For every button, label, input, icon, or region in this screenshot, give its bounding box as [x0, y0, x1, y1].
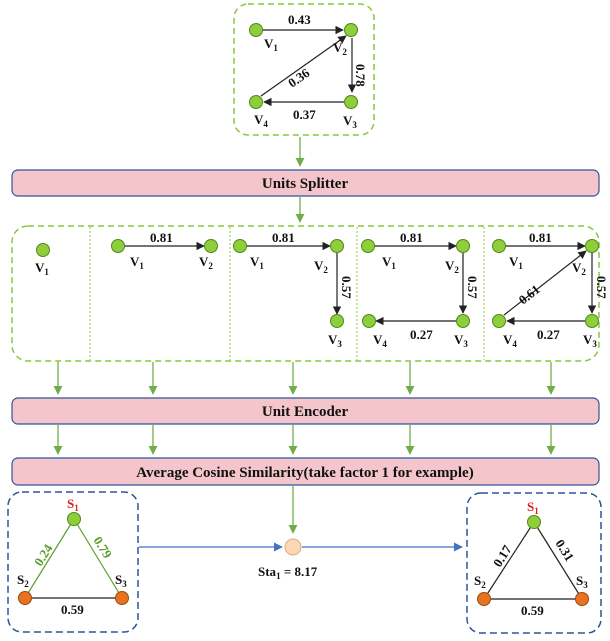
units-splitter-label: Units Splitter [262, 176, 349, 192]
edge-s1-s3 [533, 521, 583, 600]
node-label-v1: V1 [35, 260, 49, 277]
node-label-v1: V1 [264, 36, 278, 53]
weight-label: 0.36 [285, 65, 313, 91]
node-v4 [249, 95, 263, 109]
node-label-v2: V2 [199, 254, 213, 271]
weight-label: 0.81 [529, 230, 552, 245]
node-v4 [492, 314, 506, 328]
unit-1: V1 [35, 243, 50, 277]
unit-3: V1 V2 V3 0.81 0.57 [233, 230, 354, 349]
node-v2 [585, 239, 599, 253]
weight-label: 0.79 [90, 534, 115, 562]
node-s2 [18, 591, 32, 605]
units-panel: V1 V1 V2 0.81 V1 V2 V3 0.81 0.57 [11, 225, 609, 362]
units-panel-frame [11, 225, 600, 362]
weight-label: 0.81 [150, 230, 173, 245]
unit-4: V1 V2 V3 V4 0.81 0.57 0.27 [361, 230, 480, 349]
edge-s1-s3 [73, 518, 123, 599]
node-s2 [477, 592, 491, 606]
weight-label: 0.27 [410, 327, 433, 342]
unit-encoder-label: Unit Encoder [262, 404, 349, 420]
unit-encoder-bar [11, 397, 600, 425]
node-label-v3: V3 [328, 332, 342, 349]
node-v1 [361, 239, 375, 253]
weight-label: 0.17 [490, 542, 515, 570]
node-v1 [492, 239, 506, 253]
units-splitter-bar [11, 169, 600, 197]
node-label-s2: S2 [474, 573, 486, 590]
node-label-v1: V1 [509, 254, 523, 271]
weight-label: 0.78 [353, 64, 368, 87]
node-v1 [111, 239, 125, 253]
average-cosine-label: Average Cosine Similarity(take factor 1 … [136, 465, 473, 481]
edge-v4-v2 [503, 250, 587, 316]
weight-label: 0.31 [552, 537, 577, 564]
weight-label: 0.37 [293, 107, 316, 122]
node-v2 [456, 239, 470, 253]
factor-graph-after-frame [466, 492, 602, 634]
node-v2 [204, 239, 218, 253]
node-v2 [330, 239, 344, 253]
node-label-v1: V1 [382, 254, 396, 271]
node-label-v1: V1 [250, 254, 264, 271]
node-label-s1: S1 [67, 496, 79, 513]
average-cosine-bar [11, 457, 600, 486]
node-v3 [344, 95, 358, 109]
node-label-v3: V3 [343, 113, 357, 130]
weight-label: 0.81 [400, 230, 423, 245]
factor-graph-before: S1 S2 S3 0.24 0.79 0.59 [7, 491, 139, 633]
weight-label: 0.81 [272, 230, 295, 245]
factor-graph-after: S1 S2 S3 0.17 0.31 0.59 [466, 492, 602, 634]
weight-label: 0.59 [61, 602, 84, 617]
node-v1 [249, 23, 263, 37]
input-graph: V1 V2 V3 V4 0.43 0.78 0.37 0.36 [233, 3, 375, 136]
encoder-input-arrows [53, 362, 556, 395]
node-label-v3: V3 [454, 332, 468, 349]
node-label-v2: V2 [572, 260, 586, 277]
edge-s1-s2 [483, 521, 535, 600]
encoder-output-arrows [53, 425, 556, 455]
weight-label: 0.57 [465, 276, 480, 299]
sta-label: Sta1 = 8.17 [258, 564, 318, 581]
node-label-v2: V2 [333, 40, 347, 57]
node-label-s1: S1 [527, 499, 539, 516]
node-v1 [36, 243, 50, 257]
factor-graph-before-frame [7, 491, 139, 633]
node-label-s3: S3 [576, 573, 588, 590]
node-label-v2: V2 [314, 258, 328, 275]
node-label-v2: V2 [445, 258, 459, 275]
node-s3 [575, 592, 589, 606]
weight-label: 0.43 [288, 12, 311, 27]
node-v3 [330, 314, 344, 328]
input-graph-frame [233, 3, 375, 136]
node-label-v4: V4 [373, 332, 387, 349]
node-v3 [585, 314, 599, 328]
node-s3 [115, 591, 129, 605]
weight-label: 0.24 [31, 541, 56, 569]
node-v4 [362, 314, 376, 328]
node-label-s3: S3 [115, 572, 127, 589]
node-label-v1: V1 [130, 254, 144, 271]
node-s1 [67, 512, 81, 526]
node-v3 [456, 314, 470, 328]
edge-s1-s2 [24, 518, 75, 599]
sta-node [284, 538, 302, 556]
unit-5: V1 V2 V3 V4 0.81 0.57 0.27 0.61 [492, 230, 609, 349]
weight-label: 0.27 [537, 327, 560, 342]
node-v2 [344, 23, 358, 37]
weight-label: 0.59 [521, 603, 544, 618]
node-s1 [527, 515, 541, 529]
node-label-v3: V3 [583, 332, 597, 349]
node-label-v4: V4 [503, 332, 517, 349]
node-v1 [233, 239, 247, 253]
weight-label: 0.57 [594, 276, 609, 299]
edge-v4-v2 [260, 35, 347, 97]
unit-2: V1 V2 0.81 [111, 230, 218, 271]
node-label-s2: S2 [17, 572, 29, 589]
node-label-v4: V4 [254, 112, 268, 129]
weight-label: 0.57 [339, 276, 354, 299]
